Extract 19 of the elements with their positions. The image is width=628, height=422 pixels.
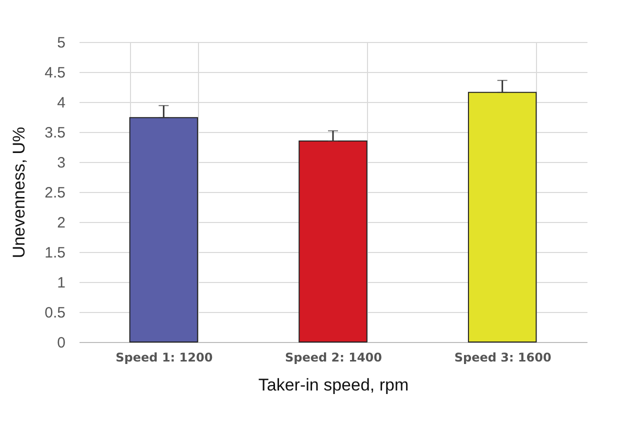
- y-tick-label: 3: [57, 154, 66, 172]
- y-tick-label: 0: [57, 334, 66, 352]
- y-tick-label: 3.5: [44, 124, 66, 142]
- y-tick-label: 5: [57, 34, 66, 52]
- x-axis-title: Taker-in speed, rpm: [258, 376, 409, 394]
- y-tick-label: 2: [57, 214, 66, 232]
- y-axis-title: Unevenness, U%: [10, 126, 29, 258]
- y-tick-label: 4: [57, 94, 66, 112]
- x-tick-label: Speed 2: 1400: [284, 350, 382, 364]
- y-tick-label: 0.5: [44, 304, 66, 322]
- x-tick-label: Speed 3: 1600: [454, 350, 552, 364]
- y-tick-label: 2.5: [44, 184, 66, 202]
- y-tick-label: 1.5: [44, 244, 66, 262]
- y-tick-label: 1: [57, 274, 66, 292]
- bar: [298, 140, 368, 342]
- x-tick-label: Speed 1: 1200: [116, 350, 213, 364]
- bar: [468, 92, 537, 342]
- y-tick-label: 4.5: [44, 64, 66, 82]
- bar: [129, 117, 198, 342]
